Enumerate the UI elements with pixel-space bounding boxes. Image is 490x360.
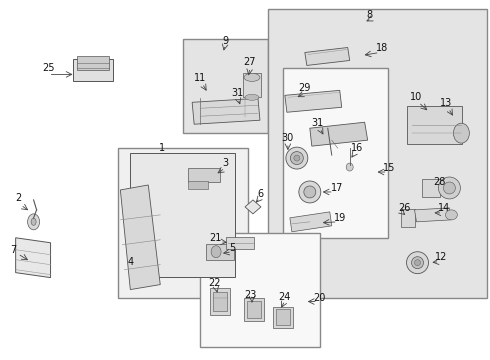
Text: 12: 12 [435,252,448,262]
Text: 10: 10 [411,92,423,102]
Bar [210,288,230,315]
Ellipse shape [346,163,353,171]
Text: 6: 6 [257,189,263,199]
Bar [268,9,488,298]
Text: 4: 4 [127,257,133,267]
Text: 26: 26 [398,203,411,213]
Bar [74,59,113,81]
Text: 14: 14 [439,203,451,213]
Ellipse shape [211,246,221,258]
Bar [213,292,227,311]
Text: 9: 9 [222,36,228,46]
Ellipse shape [412,257,423,269]
Bar [77,57,109,71]
Text: 7: 7 [10,245,17,255]
Bar [119,148,248,298]
Text: 30: 30 [282,133,294,143]
Text: 28: 28 [433,177,445,187]
Text: 25: 25 [42,63,55,73]
Text: 2: 2 [16,193,22,203]
Text: 24: 24 [279,292,291,302]
Bar [244,298,264,321]
Text: 27: 27 [244,58,256,67]
Bar [206,244,234,260]
Text: 21: 21 [209,233,221,243]
Ellipse shape [242,104,248,113]
Ellipse shape [245,94,259,100]
Polygon shape [16,238,50,278]
Polygon shape [310,122,368,146]
Bar [200,233,320,347]
Polygon shape [245,200,261,214]
Bar [422,179,441,197]
Ellipse shape [445,210,457,220]
Ellipse shape [31,219,36,225]
Text: 19: 19 [334,213,346,223]
Ellipse shape [439,177,461,199]
Bar [276,310,290,325]
Text: 31: 31 [312,118,324,128]
Text: 22: 22 [208,278,220,288]
Ellipse shape [407,252,428,274]
Ellipse shape [244,73,260,81]
Ellipse shape [415,260,420,266]
Ellipse shape [286,147,308,169]
Text: 13: 13 [441,98,453,108]
Polygon shape [415,208,451,222]
Text: 17: 17 [331,183,343,193]
Bar [130,153,235,277]
Bar [243,73,261,97]
Text: 23: 23 [244,289,256,300]
Bar [283,68,388,238]
Ellipse shape [291,152,303,165]
Text: 3: 3 [222,158,228,168]
Text: 11: 11 [194,73,206,84]
Text: 29: 29 [298,84,311,93]
Bar [188,181,208,189]
Bar [226,237,254,249]
Bar [247,301,261,318]
Bar [188,168,220,182]
Text: 16: 16 [350,143,363,153]
Polygon shape [305,48,350,66]
Polygon shape [285,90,342,112]
Ellipse shape [27,214,40,230]
Text: 5: 5 [229,243,235,253]
Ellipse shape [238,99,252,117]
Ellipse shape [304,186,316,198]
Ellipse shape [294,155,300,161]
Polygon shape [192,98,260,124]
Bar [400,209,415,227]
Polygon shape [121,185,160,289]
Text: 8: 8 [367,10,373,20]
Bar [273,306,293,328]
Text: 1: 1 [159,143,165,153]
Text: 15: 15 [383,163,396,173]
Polygon shape [290,212,332,232]
Ellipse shape [299,181,321,203]
Text: 20: 20 [314,293,326,302]
Bar [183,39,268,133]
Text: 18: 18 [375,42,388,53]
Ellipse shape [443,182,455,194]
Text: 31: 31 [231,88,243,98]
Bar [407,106,462,144]
Ellipse shape [453,123,469,143]
